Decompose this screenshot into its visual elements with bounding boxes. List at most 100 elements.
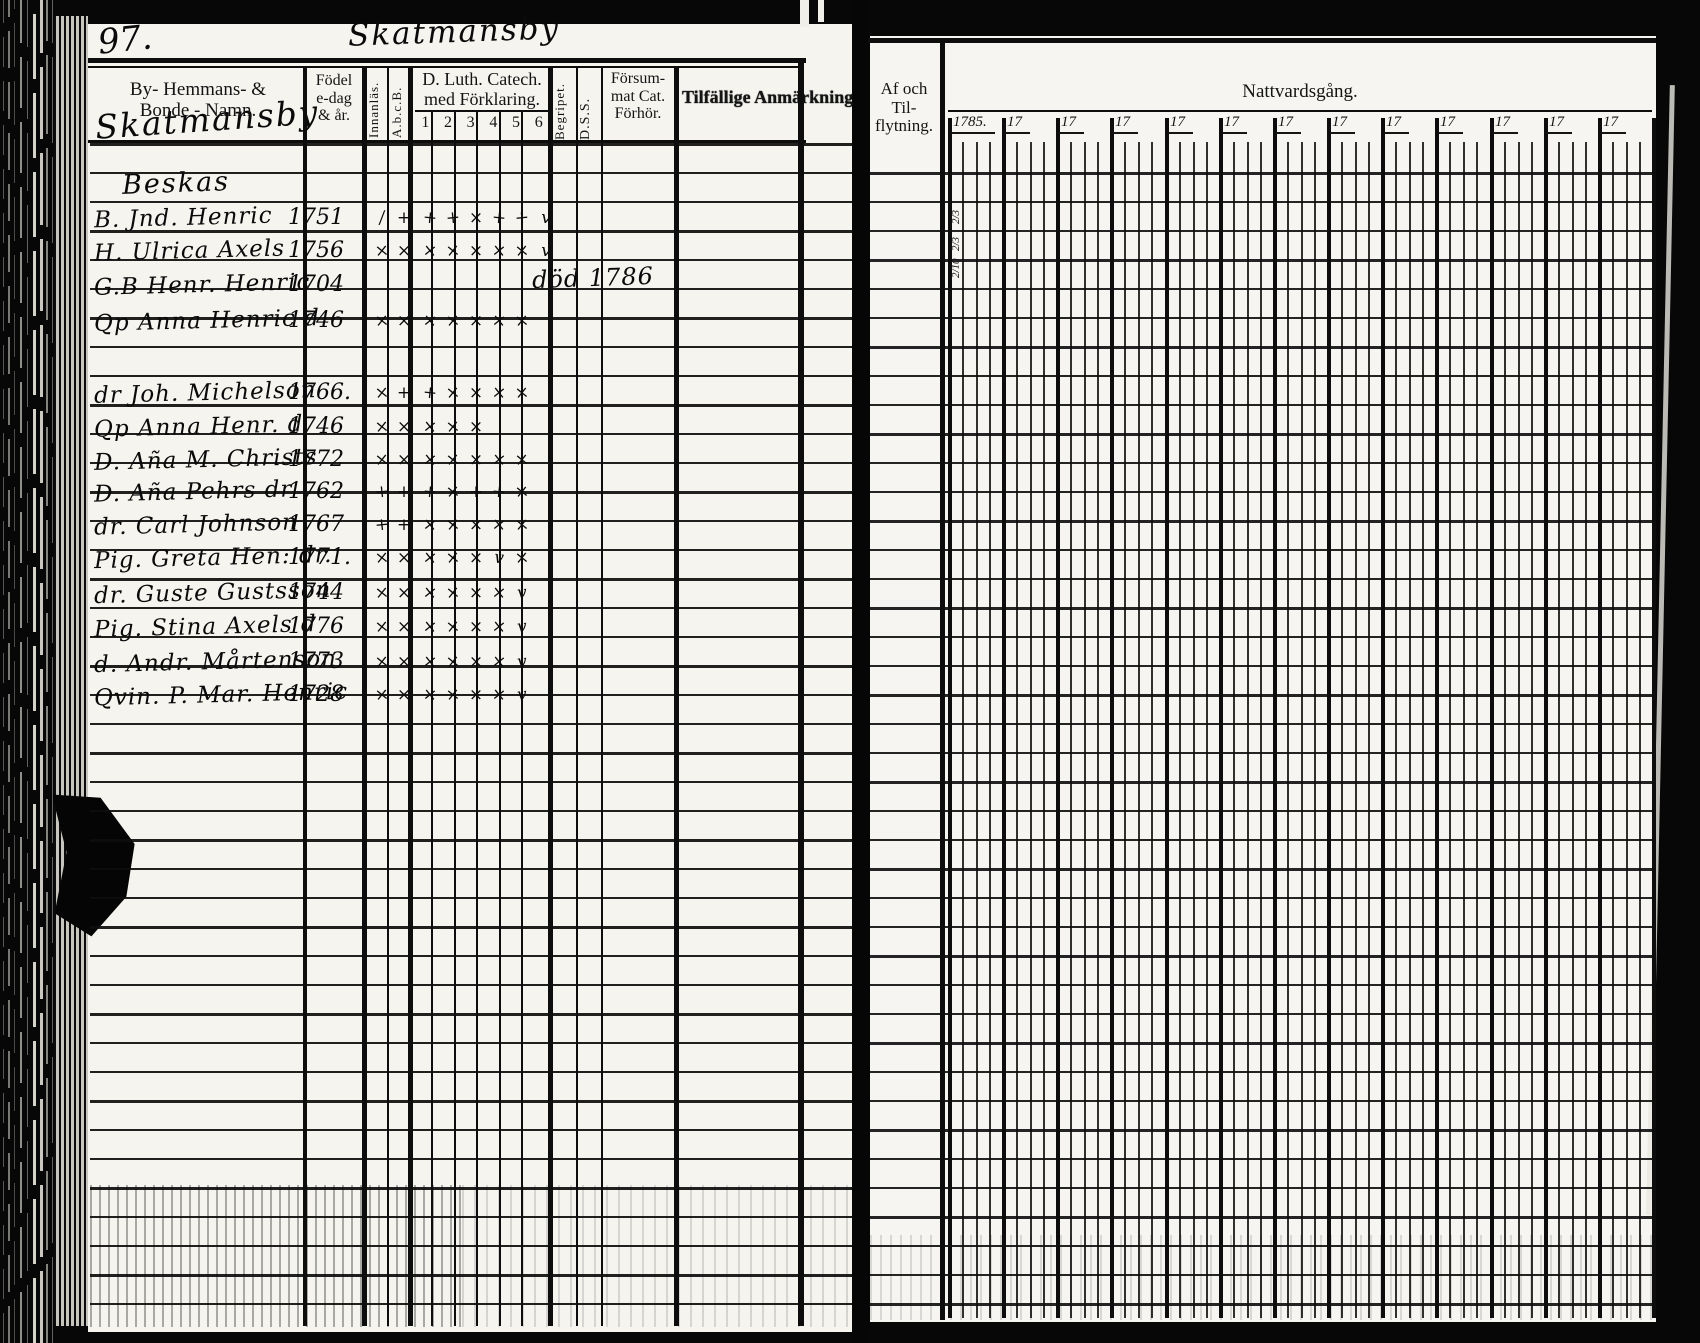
catechism-mark: × bbox=[444, 240, 462, 262]
header-catechism-number: 3 bbox=[466, 114, 475, 131]
catechism-mark: × bbox=[468, 208, 484, 228]
header-name-line: By- Hemmans- & bbox=[129, 79, 267, 100]
row-line bbox=[90, 636, 852, 638]
binding-streak bbox=[8, 0, 10, 1343]
ledger-row-year: 1766. bbox=[288, 380, 351, 405]
ledger-row-name: H. Ulrica Axels bbox=[93, 235, 286, 267]
column-line bbox=[940, 38, 945, 1320]
year-grid-line bbox=[1002, 118, 1006, 1318]
year-grid-line bbox=[1247, 142, 1249, 1318]
column-line bbox=[362, 66, 367, 1326]
year-grid-line bbox=[1219, 118, 1223, 1318]
header-forsummat-line: mat Cat. bbox=[610, 87, 666, 105]
catechism-mark: × bbox=[373, 449, 391, 471]
catechism-mark: × bbox=[444, 582, 462, 604]
catechism-mark: × bbox=[396, 583, 412, 603]
header-afochtil: Af och Til- flytning. bbox=[868, 79, 940, 136]
catechism-mark: × bbox=[468, 383, 484, 403]
catechism-mark: + bbox=[468, 482, 484, 502]
ledger-row-year: 1704 bbox=[288, 272, 344, 297]
row-line bbox=[90, 1100, 852, 1103]
row-line bbox=[90, 1187, 852, 1190]
catechism-mark: × bbox=[468, 617, 484, 637]
catechism-mark: + bbox=[490, 481, 508, 503]
year-grid-line bbox=[1179, 142, 1181, 1318]
catechism-mark: + bbox=[396, 208, 412, 228]
year-grid-line bbox=[1409, 142, 1411, 1318]
year-label: 17 bbox=[1330, 114, 1355, 134]
catechism-mark: + bbox=[513, 207, 531, 229]
binding-streak bbox=[46, 0, 48, 1343]
year-grid-line bbox=[1070, 142, 1072, 1318]
year-grid-line bbox=[1124, 142, 1126, 1318]
row-line bbox=[90, 288, 852, 290]
catechism-mark: × bbox=[373, 684, 391, 706]
row-line bbox=[90, 433, 852, 435]
row-line bbox=[90, 520, 852, 522]
header-afochtil-line: flytning. bbox=[874, 116, 934, 136]
catechism-mark: × bbox=[421, 514, 439, 536]
catechism-mark: × bbox=[468, 652, 484, 672]
year-label: 17 bbox=[1384, 114, 1409, 134]
header-catechism-number: 2 bbox=[444, 114, 452, 131]
year-grid-line bbox=[1544, 118, 1548, 1318]
catechism-mark: × bbox=[373, 416, 391, 438]
row-line bbox=[90, 1071, 852, 1073]
row-line bbox=[90, 839, 852, 842]
catechism-mark: + bbox=[490, 207, 508, 229]
row-line bbox=[90, 665, 852, 668]
year-grid-line bbox=[1612, 142, 1614, 1318]
catechism-mark: × bbox=[490, 310, 508, 332]
row-line bbox=[90, 1303, 852, 1305]
header-birthdate: Födel e-dag & år. bbox=[306, 72, 362, 125]
year-grid-line bbox=[1572, 142, 1574, 1318]
year-grid-line bbox=[1110, 118, 1114, 1318]
catechism-mark: + bbox=[396, 383, 412, 403]
catechism-mark: × bbox=[444, 382, 462, 404]
header-begripet: Begripet. bbox=[552, 82, 567, 140]
year-grid-line bbox=[976, 142, 978, 1318]
row-line bbox=[90, 1216, 852, 1218]
year-grid-line bbox=[1422, 142, 1424, 1318]
catechism-mark: × bbox=[373, 310, 391, 332]
catechism-mark: × bbox=[421, 416, 439, 438]
year-label: 17 bbox=[1005, 114, 1030, 134]
year-grid-line bbox=[962, 142, 964, 1318]
catechism-mark: × bbox=[468, 685, 484, 705]
row-line bbox=[90, 462, 852, 464]
row-line bbox=[90, 926, 852, 929]
column-line bbox=[548, 66, 553, 1326]
catechism-mark: + bbox=[373, 481, 391, 503]
column-line bbox=[431, 110, 433, 1326]
catechism-mark: × bbox=[444, 449, 462, 471]
row-line bbox=[90, 810, 852, 812]
header-catechism-number: 5 bbox=[512, 114, 521, 131]
year-grid-line bbox=[1138, 142, 1140, 1318]
ledger-row-year: 1746 bbox=[288, 414, 344, 439]
year-grid-line bbox=[1558, 142, 1560, 1318]
ledger-row-year: 1746 bbox=[288, 308, 344, 333]
header-forsummat-line: Försum- bbox=[610, 70, 666, 87]
catechism-mark: × bbox=[373, 651, 391, 673]
year-grid-line bbox=[1097, 142, 1099, 1318]
catechism-mark: × bbox=[468, 515, 484, 535]
catechism-mark: v bbox=[516, 684, 528, 706]
year-grid-line bbox=[1518, 142, 1520, 1318]
catechism-mark: × bbox=[373, 547, 391, 569]
year-grid-line bbox=[1301, 142, 1303, 1318]
catechism-mark: × bbox=[421, 310, 439, 332]
year-grid-line bbox=[1287, 142, 1289, 1318]
year-grid-line bbox=[1084, 142, 1086, 1318]
catechism-mark: × bbox=[468, 311, 484, 331]
row-line bbox=[90, 578, 852, 581]
catechism-mark: × bbox=[396, 450, 412, 470]
catechism-mark: × bbox=[490, 684, 508, 706]
row-line bbox=[90, 201, 852, 203]
catechism-mark: × bbox=[444, 514, 462, 536]
header-innanlas: Innanläs. bbox=[366, 81, 381, 138]
header-nattvardsgang: Nattvardsgång. bbox=[1242, 81, 1358, 102]
catechism-mark: v bbox=[541, 208, 551, 228]
catechism-mark: × bbox=[468, 417, 484, 437]
binding-streak bbox=[27, 0, 28, 1343]
catechism-mark: × bbox=[468, 450, 484, 470]
